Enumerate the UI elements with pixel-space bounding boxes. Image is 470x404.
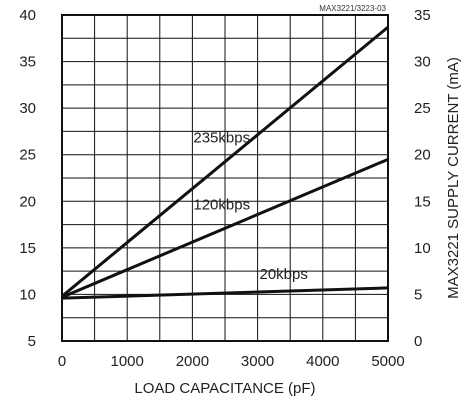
x-tick-labels: 0 1000 2000 3000 4000 5000 bbox=[58, 353, 405, 370]
left-y-tick-label: 30 bbox=[19, 100, 36, 117]
grid bbox=[62, 15, 388, 341]
series-line-235kbps bbox=[61, 25, 389, 298]
right-y-tick-label: 0 bbox=[414, 333, 422, 350]
left-y-tick-label: 40 bbox=[19, 7, 36, 24]
x-tick-label: 5000 bbox=[371, 353, 404, 370]
series-label-120kbps: 120kbps bbox=[193, 197, 250, 214]
right-y-tick-label: 25 bbox=[414, 100, 431, 117]
right-y-tick-label: 35 bbox=[414, 7, 431, 24]
x-tick-label: 4000 bbox=[306, 353, 339, 370]
x-tick-label: 2000 bbox=[176, 353, 209, 370]
plot-frame bbox=[61, 14, 389, 342]
right-y-tick-label: 20 bbox=[414, 147, 431, 164]
series-line-120kbps bbox=[61, 157, 389, 299]
x-axis-title: LOAD CAPACITANCE (pF) bbox=[134, 380, 315, 397]
left-y-tick-label: 20 bbox=[19, 193, 36, 210]
series-label-20kbps: 20kbps bbox=[259, 266, 307, 283]
series-labels: 235kbps 120kbps 20kbps bbox=[193, 129, 307, 283]
x-tick-label: 0 bbox=[58, 353, 66, 370]
left-y-tick-label: 10 bbox=[19, 286, 36, 303]
x-tick-label: 1000 bbox=[111, 353, 144, 370]
series-lines bbox=[61, 25, 389, 300]
figure-id-note: MAX3221/3223-03 bbox=[319, 4, 386, 13]
left-y-tick-label: 5 bbox=[28, 333, 36, 350]
right-y-axis-title: MAX3221 SUPPLY CURRENT (mA) bbox=[445, 57, 462, 299]
series-label-235kbps: 235kbps bbox=[193, 129, 250, 146]
right-y-tick-label: 30 bbox=[414, 54, 431, 71]
left-y-tick-label: 25 bbox=[19, 147, 36, 164]
left-y-tick-label: 15 bbox=[19, 240, 36, 257]
right-y-tick-labels: 0 5 10 15 20 25 30 35 bbox=[414, 7, 431, 350]
right-y-tick-label: 5 bbox=[414, 286, 422, 303]
left-y-tick-labels: 5 10 15 20 25 30 35 40 bbox=[19, 7, 36, 350]
right-y-tick-label: 10 bbox=[414, 240, 431, 257]
x-tick-label: 3000 bbox=[241, 353, 274, 370]
right-y-tick-label: 15 bbox=[414, 193, 431, 210]
left-y-tick-label: 35 bbox=[19, 54, 36, 71]
series-line-20kbps bbox=[61, 286, 389, 300]
